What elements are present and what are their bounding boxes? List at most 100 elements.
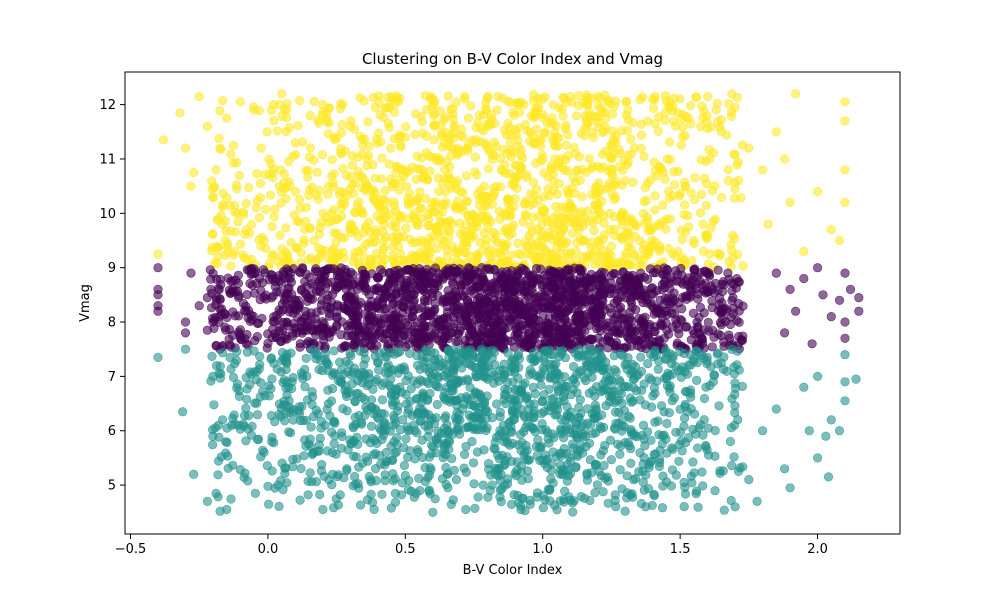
scatter-point [299,326,309,336]
scatter-point [337,203,347,213]
scatter-point [556,213,566,223]
scatter-point [694,423,704,433]
scatter-point [337,431,347,442]
scatter-point [549,222,559,232]
scatter-point [840,116,850,126]
scatter-point [414,329,424,339]
scatter-point [388,251,398,261]
scatter-point [821,431,831,441]
scatter-point [415,187,425,197]
scatter-point [509,490,519,500]
scatter-point [235,97,245,107]
scatter-point [667,248,678,258]
scatter-point [629,218,639,228]
scatter-point [235,239,245,249]
scatter-point [238,207,248,217]
scatter-point [525,499,535,509]
scatter-point [683,222,694,232]
scatter-point [468,222,478,232]
scatter-point [513,498,524,508]
scatter-point [702,352,712,362]
scatter-point [601,184,611,194]
scatter-point [588,218,598,228]
scatter-point [779,328,790,338]
scatter-point [660,345,671,355]
scatter-point [723,176,733,186]
scatter-point [351,452,361,462]
scatter-point [483,311,493,321]
scatter-point [441,269,451,280]
scatter-point [722,130,732,140]
scatter-point [202,121,212,131]
scatter-point [226,261,236,271]
scatter-point [546,349,556,360]
scatter-point [734,365,744,375]
scatter-point [534,442,545,452]
scatter-point [531,158,541,168]
scatter-point [626,458,636,469]
scatter-point [439,444,450,454]
scatter-point [241,225,251,235]
scatter-point [406,384,416,394]
scatter-point [475,110,485,120]
scatter-point [242,394,252,404]
scatter-point [479,320,489,330]
scatter-point [650,417,660,427]
scatter-point [665,381,675,391]
scatter-point [255,392,265,402]
scatter-point [719,505,729,515]
scatter-point [335,104,346,114]
scatter-point [213,470,223,480]
scatter-point [428,94,438,104]
scatter-point [209,182,219,193]
scatter-point [596,164,606,174]
scatter-point [439,236,449,246]
scatter-point [606,308,616,318]
scatter-point [228,460,238,470]
scatter-point [327,155,337,165]
scatter-point [554,179,564,189]
scatter-point [301,441,311,451]
scatter-point [322,278,333,288]
scatter-point [593,178,604,188]
scatter-point [535,242,545,252]
scatter-point [618,351,628,361]
scatter-point [606,164,616,174]
scatter-point [419,312,429,322]
scatter-point [840,165,850,175]
scatter-point [483,121,494,131]
scatter-point [779,154,790,164]
scatter-point [241,198,251,209]
scatter-point [680,489,691,499]
scatter-point [520,334,530,344]
scatter-point [514,321,525,331]
scatter-point [301,353,311,363]
scatter-point [286,428,296,438]
scatter-point [347,151,357,161]
scatter-point [675,427,686,437]
scatter-point [623,105,633,115]
scatter-point [582,468,592,478]
scatter-point [256,378,266,388]
scatter-point [584,438,595,448]
scatter-point [575,264,585,275]
scatter-point [491,141,501,151]
scatter-point [247,315,257,325]
scatter-point [536,329,546,339]
scatter-point [281,127,291,137]
scatter-point [710,214,720,225]
scatter-point [607,258,617,268]
scatter-point [232,347,242,357]
scatter-point [493,464,503,474]
scatter-point [376,265,386,275]
scatter-point [726,423,736,433]
scatter-point [524,412,534,422]
scatter-point [284,156,294,167]
scatter-point [448,365,458,375]
scatter-point [662,448,672,458]
scatter-point [213,420,223,430]
scatter-point [616,286,626,296]
scatter-point [398,415,408,425]
scatter-point [693,502,703,512]
scatter-point [599,460,609,471]
